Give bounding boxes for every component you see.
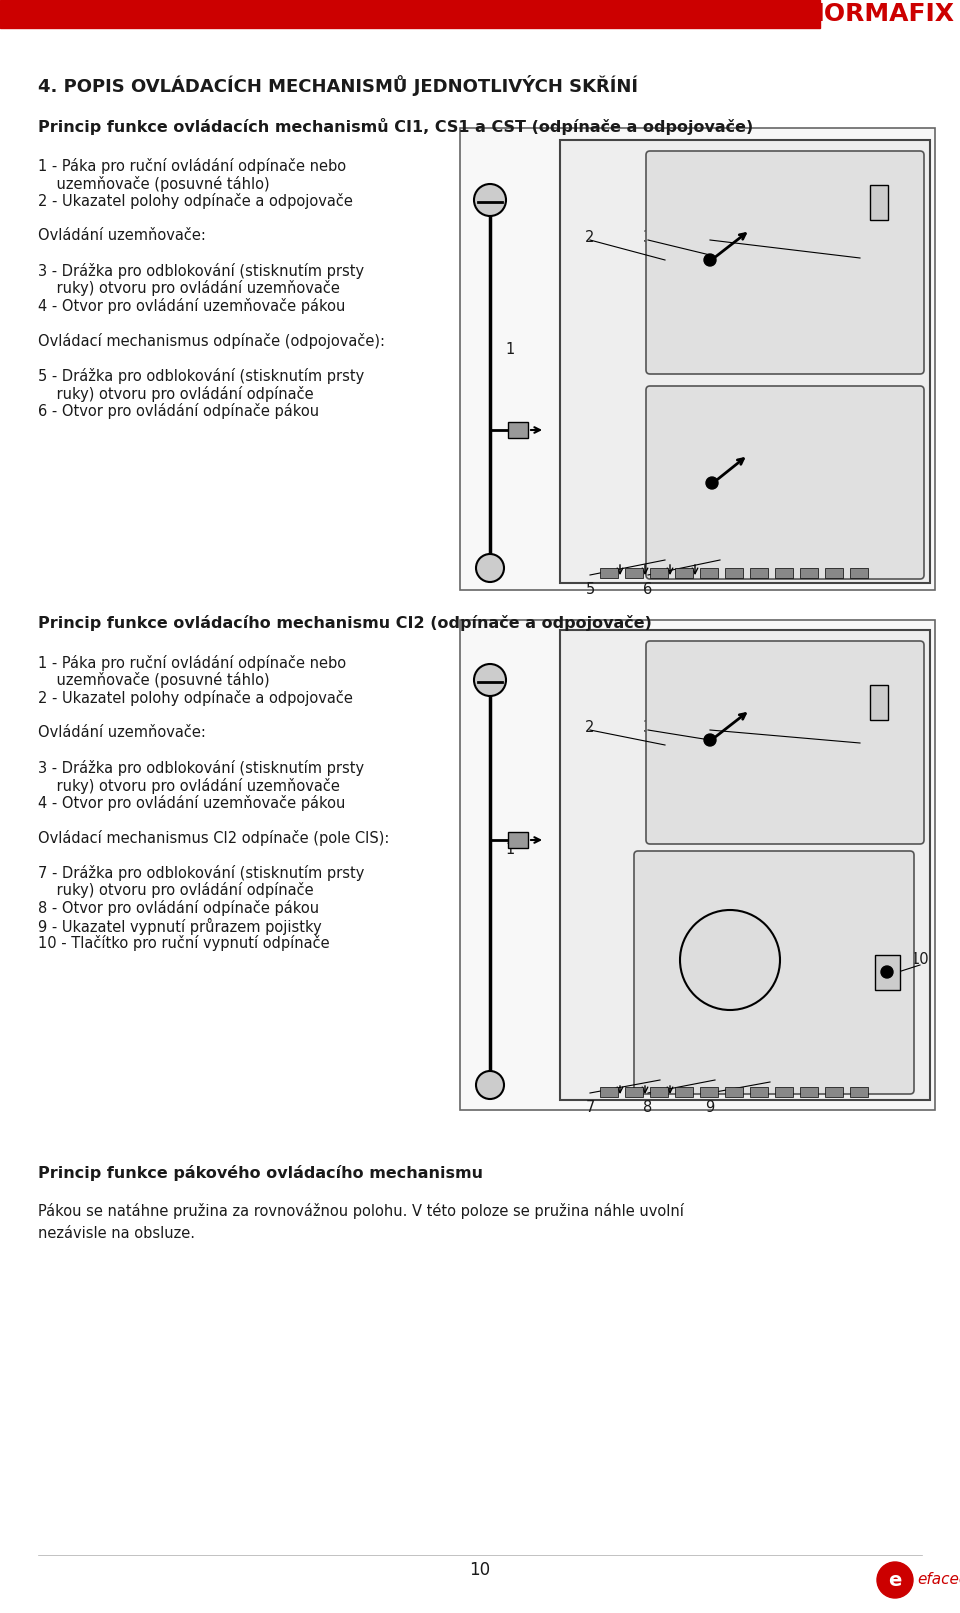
Bar [675,1087,693,1097]
Bar [560,631,930,1100]
Bar [700,568,718,577]
Text: 3: 3 [643,231,653,245]
Bar [625,568,643,577]
Text: 9: 9 [706,1100,714,1115]
Text: 5: 5 [586,582,594,597]
Bar [0,0,820,27]
Bar [725,568,743,577]
Bar [800,568,818,577]
Bar [460,127,935,590]
Text: ruky) otvoru pro ovládání odpínače: ruky) otvoru pro ovládání odpínače [38,386,314,402]
Circle shape [704,734,716,745]
Bar [650,1087,668,1097]
Bar [560,140,930,582]
Circle shape [704,253,716,266]
Text: 4 - Otvor pro ovládání uzemňovače pákou: 4 - Otvor pro ovládání uzemňovače pákou [38,298,346,315]
Bar [508,423,528,439]
Text: 1 - Páka pro ruční ovládání odpínače nebo: 1 - Páka pro ruční ovládání odpínače neb… [38,655,347,671]
Text: 9 - Ukazatel vypnutí průrazem pojistky: 9 - Ukazatel vypnutí průrazem pojistky [38,918,322,934]
Text: 2 - Ukazatel polohy odpínače a odpojovače: 2 - Ukazatel polohy odpínače a odpojovač… [38,194,353,210]
Text: Ovládání uzemňovače:: Ovládání uzemňovače: [38,724,205,740]
FancyBboxPatch shape [646,640,924,844]
Text: 6: 6 [643,582,653,597]
Text: 3: 3 [643,719,653,736]
Bar [508,832,528,848]
Bar [775,568,793,577]
Bar [650,568,668,577]
Text: 7 - Drážka pro odblokování (stisknutím prsty: 7 - Drážka pro odblokování (stisknutím p… [38,865,365,881]
Text: Princip funkce ovládacího mechanismu CI2 (odpínače a odpojovače): Princip funkce ovládacího mechanismu CI2… [38,615,652,631]
FancyBboxPatch shape [646,386,924,579]
Bar [700,1087,718,1097]
Bar [750,1087,768,1097]
Bar [870,185,888,219]
Circle shape [474,665,506,695]
Text: 3 - Drážka pro odblokování (stisknutím prsty: 3 - Drážka pro odblokování (stisknutím p… [38,263,364,279]
Text: uzemňovače (posuvné táhlo): uzemňovače (posuvné táhlo) [38,673,270,689]
Bar [825,568,843,577]
Circle shape [680,910,780,1010]
Text: 1: 1 [505,342,515,358]
Circle shape [474,184,506,216]
Text: 1 - Páka pro ruční ovládání odpínače nebo: 1 - Páka pro ruční ovládání odpínače neb… [38,158,347,174]
Bar [600,1087,618,1097]
Bar [825,1087,843,1097]
Text: ruky) otvoru pro ovládání odpínače: ruky) otvoru pro ovládání odpínače [38,882,314,898]
Bar [750,568,768,577]
Text: 4: 4 [706,719,714,736]
Text: Ovládání uzemňovače:: Ovládání uzemňovače: [38,227,205,244]
Text: 3 - Drážka pro odblokování (stisknutím prsty: 3 - Drážka pro odblokování (stisknutím p… [38,760,364,776]
Text: 10 - Tlačítko pro ruční vypnutí odpínače: 10 - Tlačítko pro ruční vypnutí odpínače [38,936,329,952]
Text: 10: 10 [911,953,929,968]
Text: 1: 1 [505,842,515,858]
Bar [775,1087,793,1097]
Text: 2: 2 [586,719,594,736]
Text: efacec: efacec [917,1573,960,1587]
Circle shape [476,1071,504,1098]
Bar [675,568,693,577]
Circle shape [476,553,504,582]
Text: 5 - Drážka pro odblokování (stisknutím prsty: 5 - Drážka pro odblokování (stisknutím p… [38,368,364,384]
Text: ruky) otvoru pro ovládání uzemňovače: ruky) otvoru pro ovládání uzemňovače [38,777,340,794]
Text: NORMAFIX: NORMAFIX [804,2,955,26]
Text: 2 - Ukazatel polohy odpínače a odpojovače: 2 - Ukazatel polohy odpínače a odpojovač… [38,690,353,706]
FancyBboxPatch shape [634,852,914,1094]
Text: 4. POPIS OVLÁDACÍCH MECHANISMŮ JEDNOTLIVÝCH SKŘÍNÍ: 4. POPIS OVLÁDACÍCH MECHANISMŮ JEDNOTLIV… [38,74,638,97]
Bar [460,619,935,1110]
Bar [625,1087,643,1097]
Bar [600,568,618,577]
Text: Ovládací mechanismus odpínače (odpojovače):: Ovládací mechanismus odpínače (odpojovač… [38,332,385,348]
Text: 4: 4 [706,231,714,245]
Bar [800,1087,818,1097]
Circle shape [881,966,893,977]
Circle shape [706,477,718,489]
Text: 4 - Otvor pro ovládání uzemňovače pákou: 4 - Otvor pro ovládání uzemňovače pákou [38,795,346,811]
Text: Ovládací mechanismus CI2 odpínače (pole CIS):: Ovládací mechanismus CI2 odpínače (pole … [38,831,390,845]
Bar [850,1087,868,1097]
Text: Princip funkce pákového ovládacího mechanismu: Princip funkce pákového ovládacího mecha… [38,1165,483,1181]
Bar [850,568,868,577]
Text: ruky) otvoru pro ovládání uzemňovače: ruky) otvoru pro ovládání uzemňovače [38,281,340,297]
Circle shape [877,1561,913,1598]
FancyBboxPatch shape [646,152,924,374]
Bar [725,1087,743,1097]
Text: 6 - Otvor pro ovládání odpínače pákou: 6 - Otvor pro ovládání odpínače pákou [38,403,319,419]
Text: 8: 8 [643,1100,653,1115]
Text: e: e [888,1571,901,1589]
Text: 10: 10 [469,1561,491,1579]
Text: Pákou se natáhne pružina za rovnovážnou polohu. V této poloze se pružina náhle u: Pákou se natáhne pružina za rovnovážnou … [38,1203,684,1240]
Text: 2: 2 [586,231,594,245]
Text: 8 - Otvor pro ovládání odpínače pákou: 8 - Otvor pro ovládání odpínače pákou [38,900,319,916]
Bar [870,686,888,719]
Bar [875,955,900,990]
Text: uzemňovače (posuvné táhlo): uzemňovače (posuvné táhlo) [38,176,270,192]
Text: Princip funkce ovládacích mechanismů CI1, CS1 a CST (odpínače a odpojovače): Princip funkce ovládacích mechanismů CI1… [38,118,754,135]
Text: 7: 7 [586,1100,594,1115]
